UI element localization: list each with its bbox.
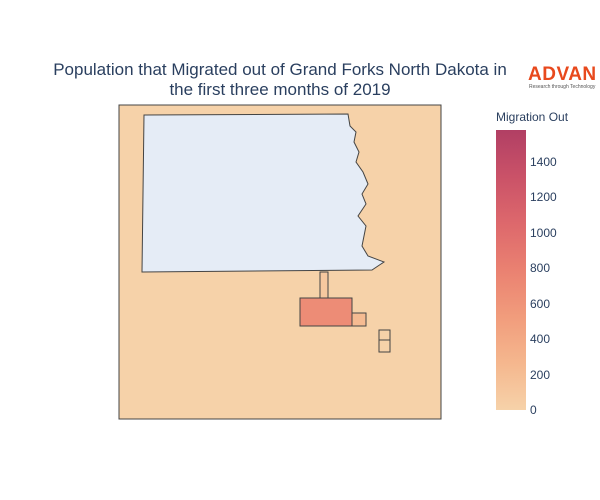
- colorbar-tick-label: 200: [530, 367, 551, 382]
- colorbar: [496, 130, 526, 410]
- region-outlier-lower[interactable]: [378, 339, 391, 353]
- region-main-value[interactable]: [299, 297, 353, 327]
- colorbar-tick-label: 600: [530, 296, 551, 311]
- colorbar-gradient: [496, 130, 526, 410]
- colorbar-tick-label: 0: [530, 403, 537, 417]
- colorbar-tick-label: 800: [530, 261, 551, 276]
- logo-tagline: Research through Technology: [529, 84, 596, 90]
- colorbar-title: Migration Out: [496, 110, 569, 124]
- chart-title-line-2: the first three months of 2019: [169, 80, 391, 99]
- logo-wordmark: ADVAN: [528, 64, 597, 85]
- region-outlier-upper[interactable]: [378, 329, 391, 341]
- region-small-east[interactable]: [351, 312, 367, 327]
- colorbar-tick-label: 1000: [530, 225, 557, 240]
- colorbar-tick-label: 400: [530, 332, 551, 347]
- colorbar-tick-label: 1200: [530, 190, 557, 205]
- advan-logo: ADVAN Research through Technology: [528, 65, 596, 93]
- chart-title: Population that Migrated out of Grand Fo…: [0, 60, 560, 100]
- colorbar-tick-label: 1400: [530, 154, 557, 169]
- region-main-no-data[interactable]: [141, 113, 386, 273]
- chart-title-line-1: Population that Migrated out of Grand Fo…: [53, 60, 507, 79]
- region-connector[interactable]: [319, 271, 329, 299]
